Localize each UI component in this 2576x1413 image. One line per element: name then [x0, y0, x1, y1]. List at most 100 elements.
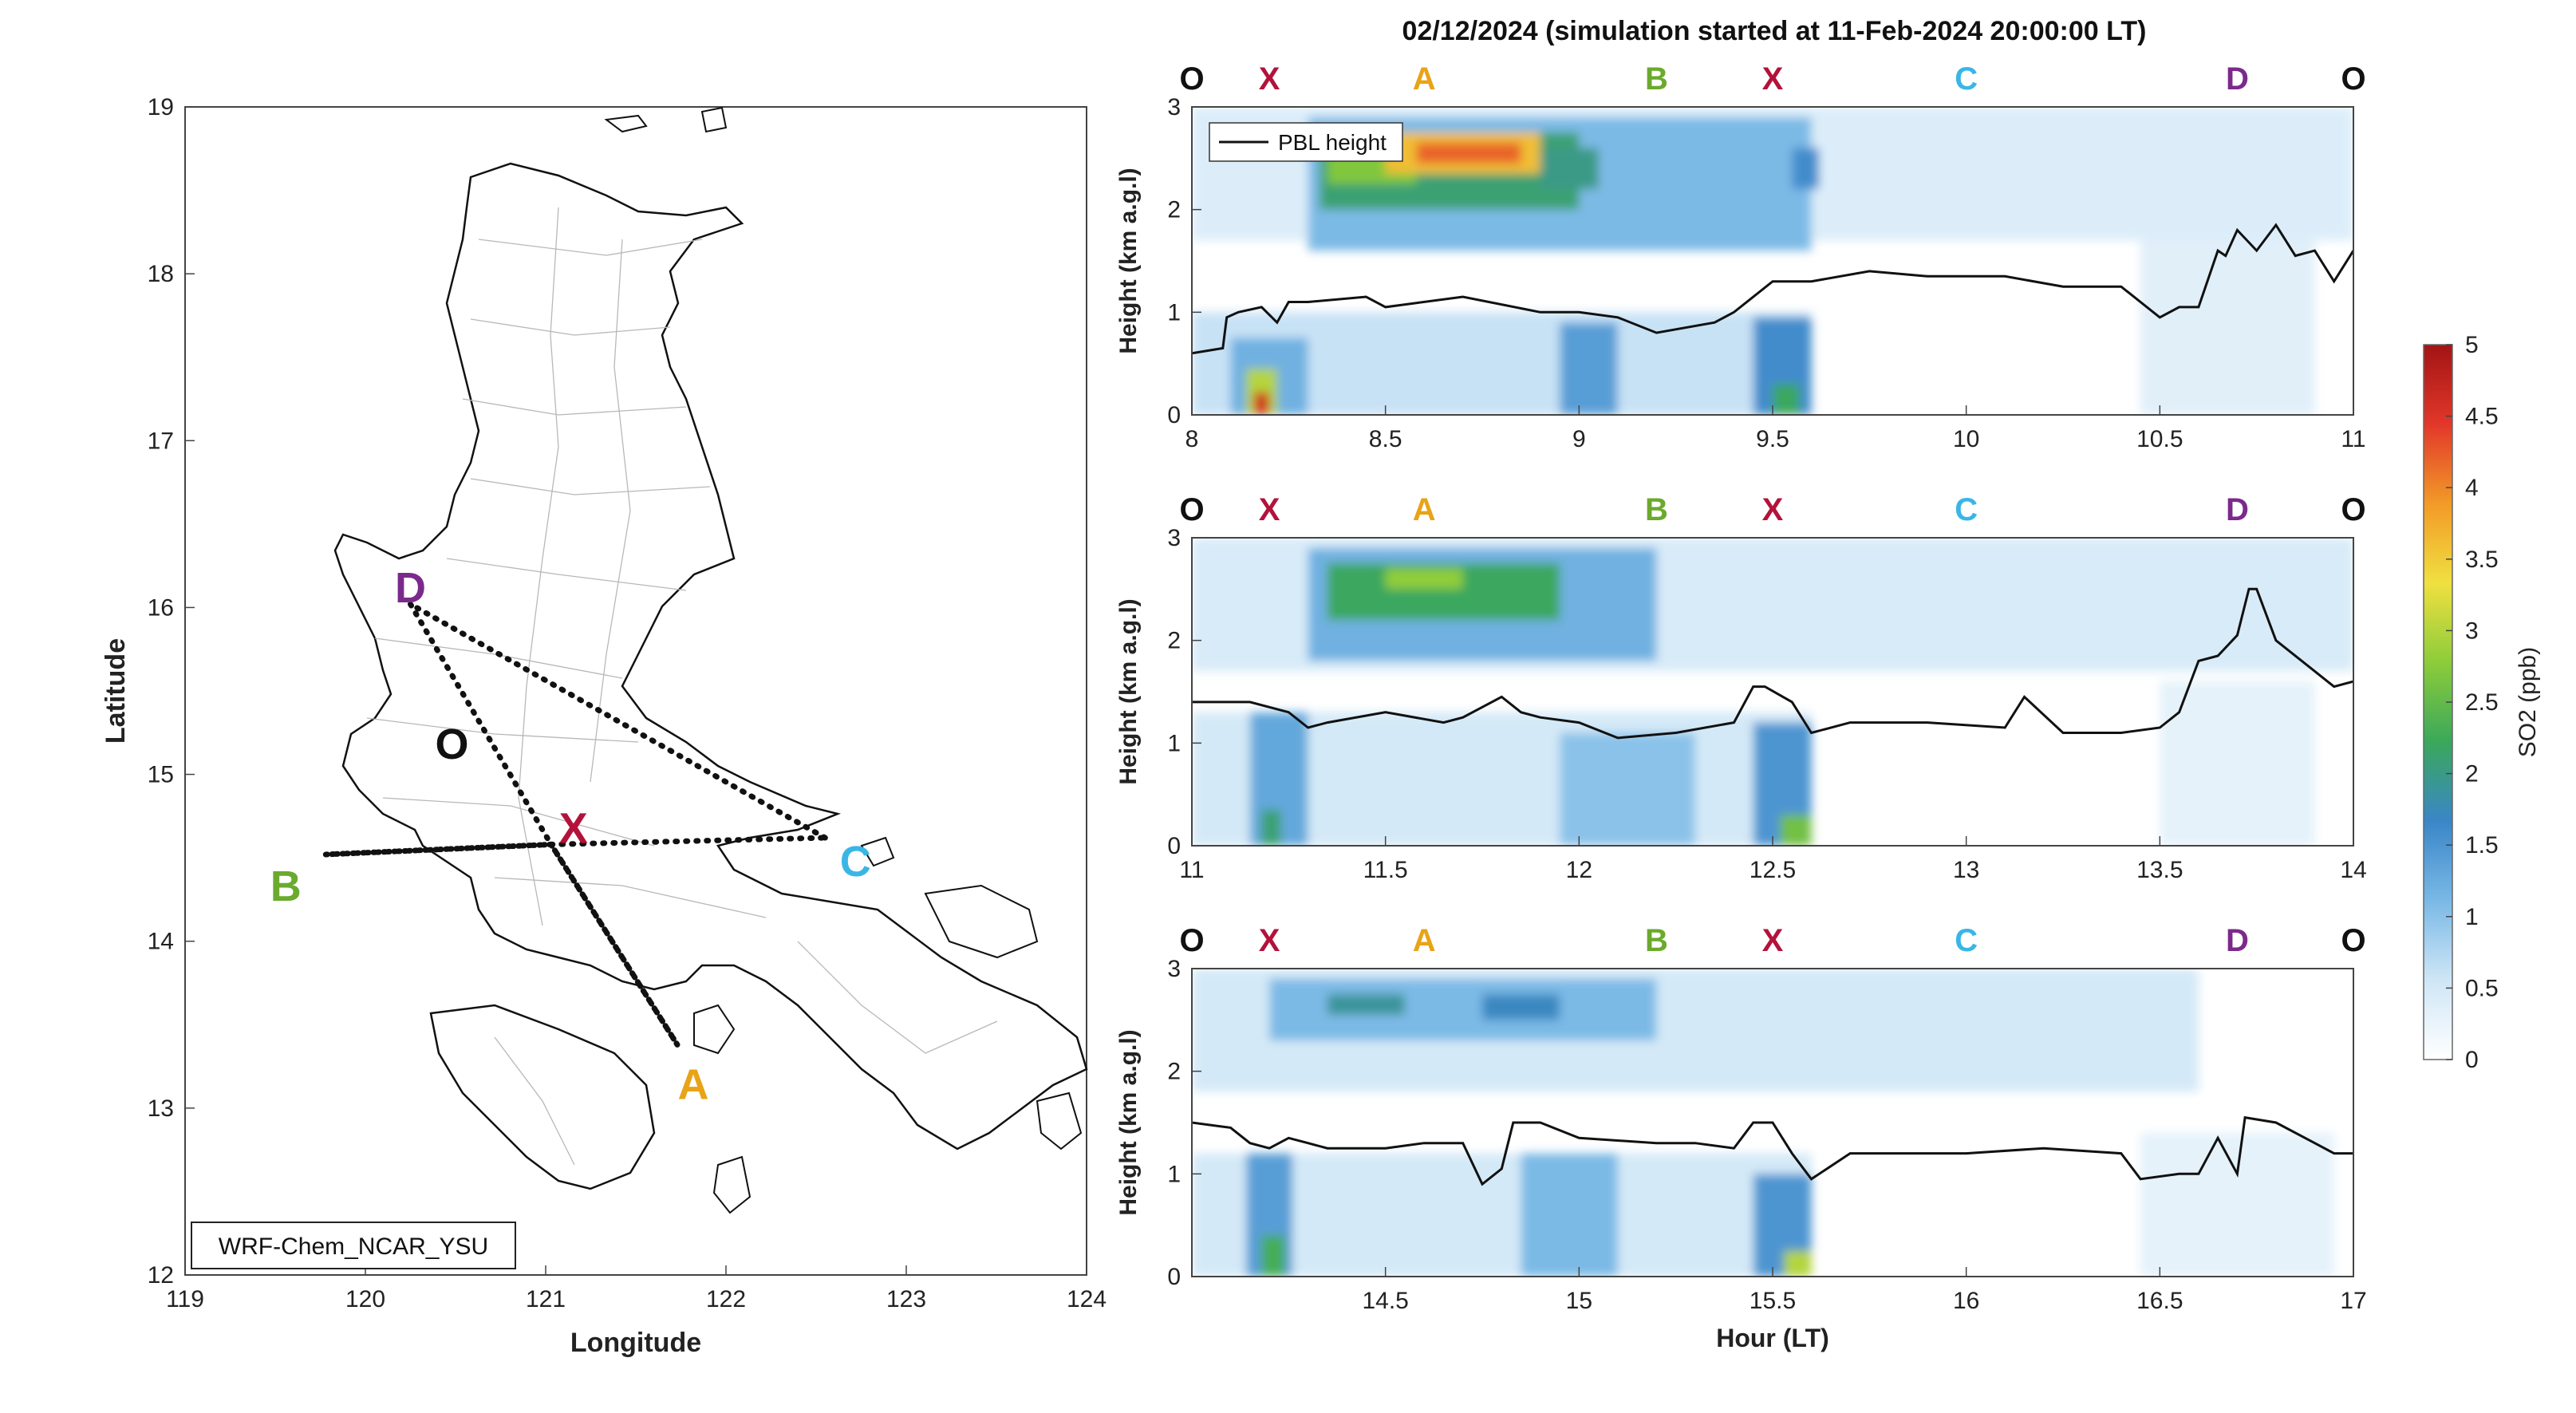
heatmap-x-tick-label: 16.5: [2136, 1288, 2183, 1314]
colorbar-tick-label: 3: [2465, 618, 2479, 644]
heatmap-y-tick-label: 1: [1167, 299, 1181, 326]
waypoint-label-o: O: [2341, 492, 2365, 527]
map-x-ticks: 119 120 121 122 123 124: [166, 1265, 1107, 1312]
waypoint-label-a: A: [1413, 492, 1436, 527]
route-point-labels: O X A B C D: [270, 564, 871, 1108]
colorbar-tick-label: 4: [2465, 475, 2479, 501]
so2-cell: [1560, 732, 1695, 846]
map-y-tick-label: 17: [148, 428, 174, 454]
flight-route: [322, 601, 828, 1048]
heatmap-y-tick-label: 3: [1167, 956, 1181, 982]
waypoint-label-x: X: [1762, 61, 1784, 97]
map-y-axis-label: Latitude: [101, 638, 131, 744]
map-y-tick-label: 15: [148, 762, 174, 788]
colorbar-tick-label: 3.5: [2465, 547, 2499, 573]
waypoint-label-o: O: [2341, 61, 2365, 97]
route-segment: [322, 841, 554, 858]
heatmap-x-tick-label: 16: [1953, 1288, 1979, 1314]
heatmap-x-tick-label: 17: [2340, 1288, 2366, 1314]
so2-cell: [1261, 1235, 1285, 1277]
so2-cell: [1521, 1153, 1618, 1277]
heatmap-y-tick-label: 0: [1167, 833, 1181, 859]
map-y-tick-label: 16: [148, 594, 174, 621]
colorbar-tick-label: 4.5: [2465, 404, 2499, 430]
waypoint-label-x: X: [1259, 61, 1280, 97]
heatmap-x-tick-label: 8.5: [1369, 426, 1402, 452]
colorbar-tick-label: 1.5: [2465, 832, 2499, 858]
so2-cell: [2140, 240, 2315, 415]
map-y-tick-label: 13: [148, 1095, 174, 1122]
so2-cell: [1261, 809, 1281, 846]
map-y-tick-label: 19: [148, 94, 174, 120]
heatmap-y-tick-label: 2: [1167, 1059, 1181, 1085]
so2-field: [1192, 969, 2334, 1277]
map-x-tick-label: 119: [166, 1286, 204, 1312]
heatmap-x-tick-label: 15: [1566, 1288, 1592, 1314]
colorbar-tick-label: 1: [2465, 904, 2479, 930]
map-x-axis-label: Longitude: [570, 1328, 701, 1358]
map-y-tick-label: 12: [148, 1262, 174, 1289]
pbl-legend-box: [1209, 122, 1403, 162]
route-point-o: O: [435, 720, 468, 768]
heatmap-y-tick-label: 0: [1167, 1264, 1181, 1290]
heatmap-y-tick-label: 2: [1167, 628, 1181, 654]
pbl-height-line: [1192, 1115, 2353, 1186]
waypoint-label-x: X: [1762, 923, 1784, 958]
waypoint-label-c: C: [1955, 61, 1978, 97]
waypoint-label-o: O: [1179, 923, 1204, 958]
map-x-tick-label: 123: [886, 1286, 926, 1312]
so2-cell: [2140, 1132, 2334, 1277]
map-x-tick-label: 124: [1067, 1286, 1107, 1312]
route-point-a: A: [677, 1060, 708, 1108]
heatmap-x-tick-label: 11: [1179, 857, 1204, 883]
so2-cell: [1482, 994, 1560, 1020]
heatmap-x-tick-label: 11.5: [1363, 857, 1408, 883]
waypoint-label-d: D: [2226, 492, 2249, 527]
heatmap-x-tick-label: 14: [2340, 857, 2366, 883]
so2-cell: [1327, 994, 1405, 1015]
waypoint-label-d: D: [2226, 61, 2249, 97]
route-segment: [548, 841, 680, 1048]
map-y-tick-label: 14: [148, 929, 174, 955]
heatmap-x-tick-label: 9: [1572, 426, 1586, 452]
route-point-b: B: [270, 862, 302, 910]
heatmap-y-axis-label: Height (km a.g.l): [1115, 168, 1142, 353]
model-legend-box: [191, 1222, 516, 1269]
colorbar: 0 0.5 1 1.5 2 2.5 3 3.5 4 4.5 5 SO2 (ppb): [2423, 332, 2541, 1073]
heatmap-y-axis-label: Height (km a.g.l): [1115, 598, 1142, 784]
heatmap-x-tick-label: 15.5: [1750, 1288, 1796, 1314]
so2-cell: [1253, 392, 1270, 415]
colorbar-tick-label: 0: [2465, 1047, 2479, 1073]
waypoint-label-o: O: [2341, 923, 2365, 958]
heatmap-x-tick-label: 12: [1566, 857, 1592, 883]
heatmap-x-tick-label: 13.5: [2136, 857, 2183, 883]
so2-cell: [1540, 148, 1599, 189]
colorbar-label: SO2 (ppb): [2515, 647, 2541, 757]
so2-cell: [1784, 1250, 1812, 1277]
waypoint-label-o: O: [1179, 61, 1204, 97]
so2-cell: [1192, 1153, 1812, 1277]
map-x-tick-label: 121: [526, 1286, 566, 1312]
panel-x-axis-label: Hour (LT): [1716, 1324, 1829, 1352]
map-x-tick-label: 120: [345, 1286, 385, 1312]
heatmap-y-tick-label: 1: [1167, 1161, 1181, 1187]
colorbar-tick-label: 0.5: [2465, 975, 2499, 1001]
waypoint-label-x: X: [1762, 492, 1784, 527]
waypoint-label-b: B: [1645, 923, 1668, 958]
route-segment: [408, 601, 828, 841]
so2-cell: [1385, 568, 1463, 590]
pbl-legend-text: PBL height: [1278, 130, 1387, 155]
heatmap-panel-1: 8 8.5 9 9.5 10 10.5 11 0 1 2 3 Height (km a.g.l) O X A…: [1115, 61, 2366, 452]
colorbar-tick-label: 2: [2465, 761, 2479, 787]
pbl-height-line: [1192, 587, 2353, 740]
heatmap-y-tick-label: 2: [1167, 197, 1181, 223]
heatmap-x-tick-label: 9.5: [1756, 426, 1789, 452]
so2-cell: [2160, 681, 2315, 846]
route-point-d: D: [395, 564, 426, 612]
waypoint-label-o: O: [1179, 492, 1204, 527]
so2-cell: [1780, 815, 1812, 846]
so2-cell: [1773, 384, 1800, 415]
